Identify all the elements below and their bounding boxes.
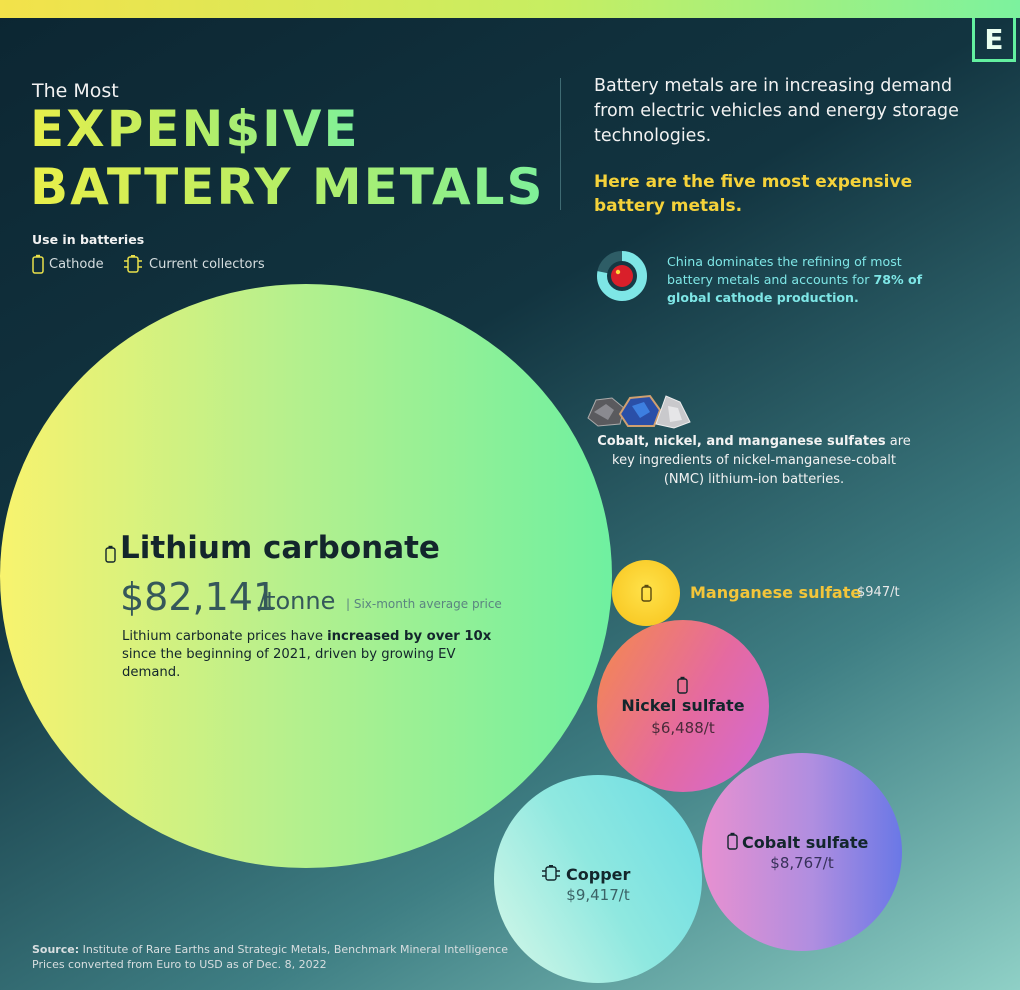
source-text: Institute of Rare Earths and Strategic M… [79,943,509,956]
china-note: China dominates the refining of most bat… [667,253,927,307]
lithium-unit: /tonne [258,587,336,615]
source-label: Source: [32,943,80,956]
cobalt-name: Cobalt sulfate [742,833,869,852]
copper-price: $9,417/t [566,886,630,904]
copper-current-collector-icon [542,865,560,881]
lithium-desc-post: since the beginning of 2021, driven by g… [122,647,456,680]
top-accent-bar [0,0,1020,18]
manganese-name: Manganese sulfate [690,583,862,602]
nickel-price: $6,488/t [651,719,715,737]
copper-name: Copper [566,865,631,884]
nickel-name: Nickel sulfate [621,696,745,715]
bubble-copper [494,775,702,983]
cobalt-price: $8,767/t [770,854,834,872]
source-note: Source: Institute of Rare Earths and Str… [32,942,508,972]
intro-highlight: Here are the five most expensive battery… [594,172,913,216]
publisher-logo: E [972,18,1016,62]
lithium-price-note: | Six-month average price [346,597,502,611]
bubble-lithium-carbonate [0,284,612,868]
lithium-price: $82,141 [120,575,278,619]
bubble-cobalt-sulfate [702,753,902,951]
cobalt-battery-icon [727,832,738,850]
china-donut-icon [597,251,647,301]
legend-label-current-collectors: Current collectors [149,256,265,272]
manganese-battery-icon [641,584,652,602]
bubble-nickel-sulfate [597,620,769,792]
intro-text: Battery metals are in increasing demand … [594,76,959,146]
title-line-1: EXPEN$IVE [30,100,360,158]
legend-title: Use in batteries [32,232,145,247]
china-note-text: China dominates the refining of most bat… [667,254,902,287]
nmc-note: Cobalt, nickel, and manganese sulfates a… [596,432,912,489]
lithium-desc-bold: increased by over 10x [327,629,492,644]
lithium-desc-pre: Lithium carbonate prices have [122,629,328,644]
nmc-note-text: are key ingredients of nickel-manganese-… [612,434,911,487]
nickel-battery-icon [677,676,688,694]
lithium-battery-icon [105,545,116,563]
mineral-samples-image [587,394,691,429]
header-divider [560,78,561,210]
bubble-manganese-sulfate [612,560,680,626]
legend-item-cathode: Cathode [32,254,104,274]
battery-icon [32,254,44,274]
nmc-note-bold: Cobalt, nickel, and manganese sulfates [597,434,886,449]
china-note-bold: 78% of global cathode production. [667,272,923,305]
title-prefix: The Most [32,80,119,102]
lithium-name: Lithium carbonate [120,530,440,566]
title-line-2: BATTERY METALS [30,158,545,216]
current-collector-icon [124,255,142,273]
lithium-description: Lithium carbonate prices have increased … [122,628,512,682]
source-line-2: Prices converted from Euro to USD as of … [32,958,327,971]
manganese-price: $947/t [857,585,900,600]
legend-item-current-collectors: Current collectors [122,254,265,274]
legend-label-cathode: Cathode [49,256,104,272]
